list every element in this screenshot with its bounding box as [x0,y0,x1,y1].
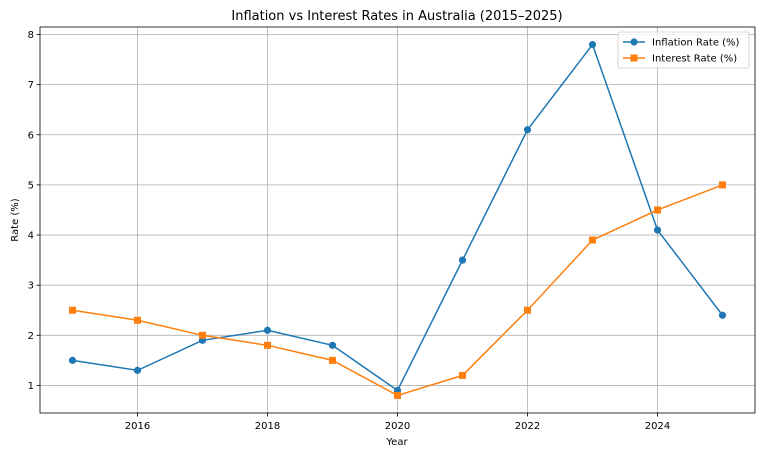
legend-item: Inflation Rate (%) [623,38,740,49]
series-interest [69,181,726,399]
x-tick-label: 2020 [385,421,410,432]
grid-lines [40,27,755,413]
data-point [654,206,661,214]
data-point [199,331,206,339]
x-tick-label: 2016 [125,421,150,432]
y-tick-label: 8 [28,30,34,41]
legend-item: Interest Rate (%) [623,54,737,65]
y-tick-label: 4 [28,231,34,242]
circle-marker-icon [630,38,638,46]
x-axis-ticks: 2016 2018 2020 2022 2024 [125,413,670,432]
data-point [329,356,336,364]
y-tick-label: 1 [28,381,34,392]
y-tick-label: 2 [28,331,34,342]
data-point [134,316,141,324]
data-point [588,40,597,49]
data-point [459,371,466,379]
data-point [589,236,596,244]
data-point [394,391,401,399]
data-series [68,40,727,399]
legend-label: Inflation Rate (%) [652,38,740,49]
data-point [653,226,662,234]
legend-label: Interest Rate (%) [652,54,737,65]
y-axis-label: Rate (%) [10,198,21,242]
y-axis-ticks: 1 2 3 4 5 6 7 8 [28,30,40,392]
y-tick-label: 7 [28,80,34,91]
legend-box [617,31,750,69]
y-tick-label: 6 [28,130,34,141]
data-point [69,306,76,314]
data-point [524,306,531,314]
chart-title: Inflation vs Interest Rates in Australia… [231,9,562,24]
data-point [133,366,142,374]
data-point [264,341,271,349]
square-marker-icon [630,54,638,62]
data-point [718,311,727,319]
data-point [523,126,532,134]
series-inflation [68,40,727,395]
data-point [458,256,467,264]
y-tick-label: 5 [28,180,34,191]
x-tick-label: 2022 [515,421,540,432]
x-tick-label: 2018 [255,421,280,432]
data-point [263,326,272,334]
x-tick-label: 2024 [645,421,670,432]
y-tick-label: 3 [28,281,34,292]
data-point [719,181,726,189]
data-point [328,341,337,349]
x-axis-label: Year [385,437,408,448]
data-point [68,356,77,364]
legend: Inflation Rate (%) Interest Rate (%) [617,31,750,69]
